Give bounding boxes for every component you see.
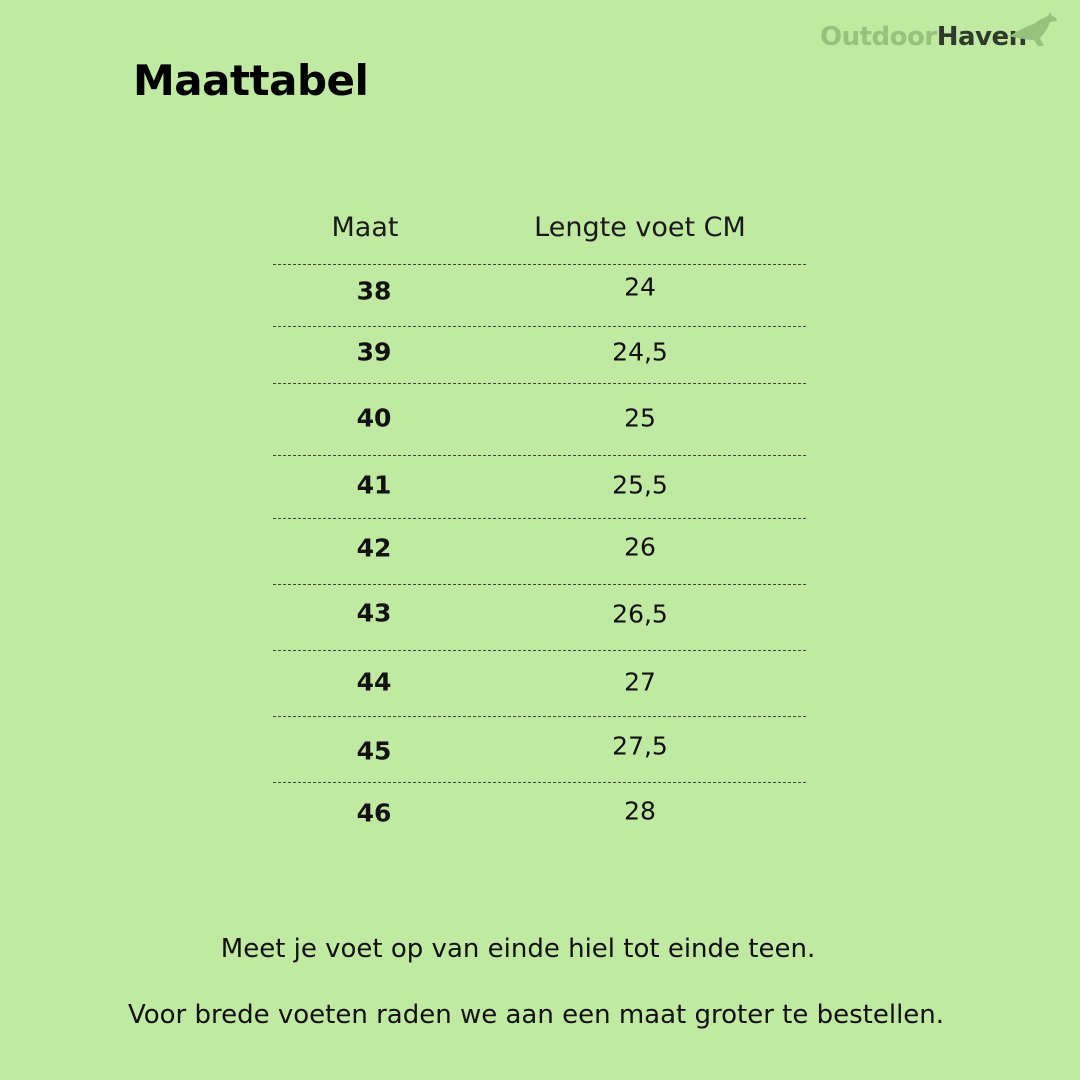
cell-lengte: 27	[624, 667, 656, 697]
row-divider	[273, 782, 806, 783]
column-header-lengte: Lengte voet CM	[534, 212, 746, 243]
logo-text-haven: Haven	[936, 22, 1027, 52]
row-divider	[273, 383, 806, 384]
cell-lengte: 24	[624, 272, 656, 302]
kangaroo-icon	[1008, 12, 1057, 46]
cell-lengte: 26	[624, 532, 656, 562]
cell-maat: 46	[356, 798, 392, 828]
cell-maat: 40	[356, 403, 392, 433]
measure-instruction: Meet je voet op van einde hiel tot einde…	[220, 934, 816, 964]
cell-maat: 39	[356, 337, 392, 367]
cell-maat: 44	[356, 667, 392, 697]
cell-lengte: 25	[624, 403, 656, 433]
cell-maat: 38	[356, 276, 392, 306]
row-divider	[273, 264, 806, 265]
row-divider	[273, 326, 806, 327]
row-divider	[273, 584, 806, 585]
row-divider	[273, 518, 806, 519]
cell-maat: 43	[356, 598, 392, 628]
brand-logo: OutdoorHaven	[820, 22, 1027, 52]
cell-lengte: 25,5	[612, 470, 668, 500]
cell-maat: 41	[356, 470, 392, 500]
wide-feet-advice: Voor brede voeten raden we aan een maat …	[127, 1000, 945, 1030]
column-header-maat: Maat	[331, 212, 399, 243]
cell-lengte: 26,5	[612, 599, 668, 629]
row-divider	[273, 455, 806, 456]
cell-lengte: 28	[624, 796, 656, 826]
row-divider	[273, 716, 806, 717]
logo-text-outdoor: Outdoor	[820, 22, 937, 52]
cell-lengte: 27,5	[612, 731, 668, 761]
cell-maat: 45	[356, 736, 392, 766]
page-title: Maattabel	[133, 56, 369, 105]
cell-maat: 42	[356, 533, 392, 563]
cell-lengte: 24,5	[612, 337, 668, 367]
row-divider	[273, 650, 806, 651]
